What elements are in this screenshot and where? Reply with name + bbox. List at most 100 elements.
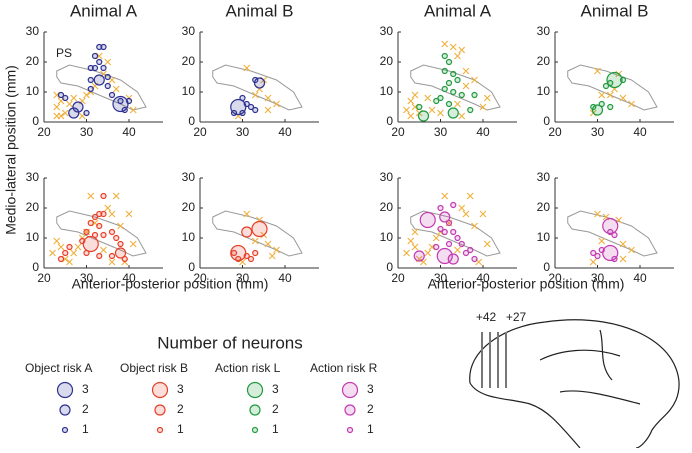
neuron-circle <box>445 100 453 108</box>
cross-marker <box>441 40 449 48</box>
y-tick-label: 30 <box>26 170 40 184</box>
neuron-circle <box>445 58 453 66</box>
cross-marker <box>424 249 432 257</box>
cross-marker <box>466 192 474 200</box>
y-tick-label: 30 <box>537 24 551 38</box>
cross-marker <box>66 258 73 266</box>
cross-marker <box>53 103 61 111</box>
cross-marker <box>462 210 470 218</box>
cross-marker <box>268 252 276 260</box>
brain-label: +27 <box>506 310 527 324</box>
cross-marker <box>428 106 436 114</box>
cross-marker <box>49 249 56 257</box>
cross-marker <box>104 58 112 66</box>
legend-circle <box>249 404 261 416</box>
cross-marker <box>458 46 466 54</box>
cross-marker <box>403 249 410 257</box>
neuron-circle <box>96 43 103 51</box>
legend-circle <box>246 381 264 399</box>
panel: 20 30 40 0 10 20 30 Animal B <box>182 1 319 139</box>
y-tick-label: 20 <box>537 200 551 214</box>
neuron-circle <box>230 244 247 262</box>
cross-marker <box>243 64 251 72</box>
panel-title: Animal B <box>580 1 648 20</box>
cross-marker <box>411 91 419 99</box>
cross-marker <box>424 94 432 102</box>
y-tick-label: 0 <box>188 260 195 274</box>
neuron-circle <box>598 100 605 108</box>
x-tick-label: 20 <box>193 271 207 285</box>
cross-marker <box>619 94 627 102</box>
x-tick-label: 20 <box>193 125 207 139</box>
neuron-circle <box>57 255 65 263</box>
y-tick-label: 10 <box>26 230 40 244</box>
neuron-circle <box>241 226 253 238</box>
neuron-circle <box>450 228 457 236</box>
y-tick-label: 10 <box>537 84 551 98</box>
neuron-circle <box>252 249 259 257</box>
cross-marker <box>483 94 491 102</box>
cross-marker <box>104 204 112 212</box>
neuron-circle <box>93 74 105 86</box>
neuron-circle <box>230 109 238 117</box>
panel: 20 30 40 0 10 20 30 Animal A <box>380 1 517 139</box>
x-tick-label: 20 <box>548 125 562 139</box>
x-tick-label: 40 <box>278 125 292 139</box>
cross-marker <box>462 67 470 75</box>
neuron-circle <box>87 76 94 84</box>
neuron-circle <box>252 76 259 84</box>
brain-diagram <box>469 319 680 449</box>
y-tick-label: 10 <box>182 84 196 98</box>
neuron-circle <box>57 91 65 99</box>
neuron-circle <box>87 85 94 93</box>
cross-marker <box>628 246 635 254</box>
neuron-circle <box>611 255 618 263</box>
cross-marker <box>264 94 272 102</box>
y-tick-label: 10 <box>537 230 551 244</box>
neuron-circle <box>68 107 80 119</box>
y-tick-label: 0 <box>188 114 195 128</box>
cross-marker <box>112 85 120 93</box>
cross-marker <box>403 106 410 114</box>
legend-circle <box>251 426 259 434</box>
neuron-circle <box>100 64 107 72</box>
neuron-circle <box>437 204 444 212</box>
neuron-circle <box>247 103 255 111</box>
x-tick-label: 20 <box>391 125 405 139</box>
x-tick-label: 40 <box>633 125 647 139</box>
y-tick-label: 30 <box>182 170 196 184</box>
neuron-circle <box>91 213 99 221</box>
legend-circle <box>341 381 359 399</box>
x-tick-label: 30 <box>434 125 448 139</box>
neuron-circle <box>108 91 116 99</box>
neuron-circle <box>113 234 120 242</box>
y-tick-label: 0 <box>32 260 39 274</box>
x-tick-label: 20 <box>37 125 51 139</box>
legend-size-label: 2 <box>367 402 374 416</box>
neuron-circle <box>598 246 605 254</box>
neuron-circle <box>450 70 457 78</box>
legend-label: Object risk B <box>120 361 188 375</box>
y-tick-label: 0 <box>386 260 393 274</box>
cross-marker <box>100 246 107 254</box>
y-tick-label: 30 <box>380 170 394 184</box>
y-tick-label: 10 <box>26 84 40 98</box>
legend-size-label: 1 <box>82 422 89 436</box>
neuron-circle <box>462 249 470 257</box>
neuron-circle <box>471 91 478 99</box>
neuron-circle <box>72 101 84 113</box>
neuron-circle <box>619 76 627 84</box>
neuron-circle <box>447 107 459 119</box>
neuron-circle <box>96 252 103 260</box>
neuron-circle <box>607 228 614 236</box>
neuron-circle <box>419 211 436 229</box>
cross-marker <box>479 210 487 218</box>
neuron-circle <box>117 97 124 105</box>
legend-title: Number of neurons <box>157 333 303 352</box>
cross-marker <box>251 237 259 245</box>
neuron-circle <box>82 235 99 253</box>
cross-marker <box>125 210 133 218</box>
legend-circle <box>61 426 69 434</box>
neuron-circle <box>83 109 90 117</box>
